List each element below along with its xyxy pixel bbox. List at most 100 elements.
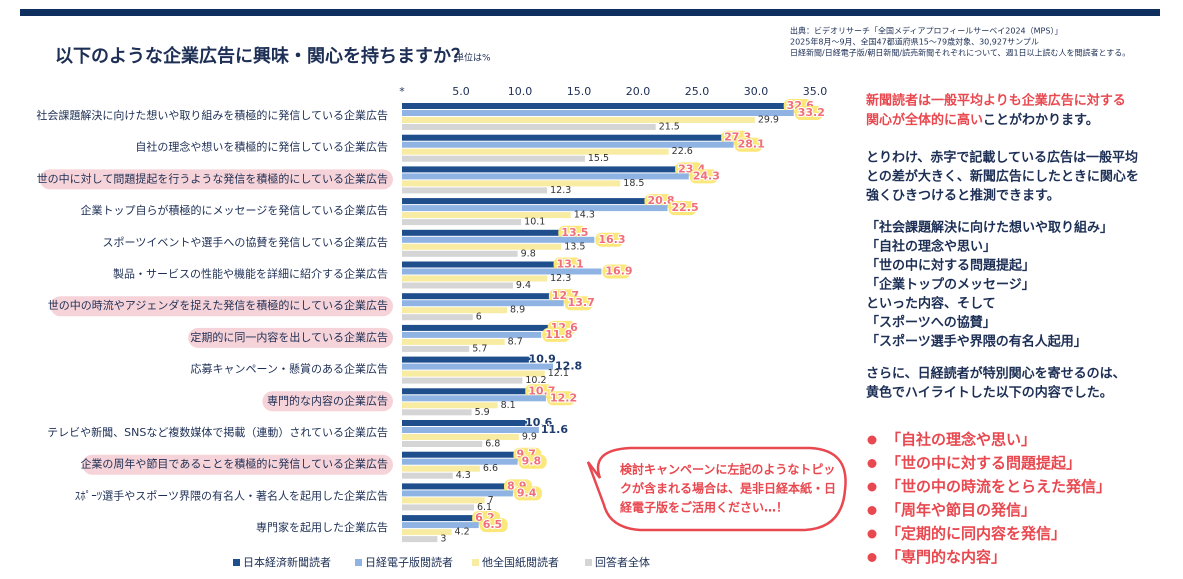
panel-quote: 「企業トップのメッセージ」 xyxy=(866,277,1035,293)
bar xyxy=(402,117,755,123)
x-tick-label: 30.0 xyxy=(744,85,769,98)
category-label: 製品・サービスの性能や機能を詳細に紹介する企業広告 xyxy=(113,267,388,281)
value-label-bg xyxy=(734,137,763,152)
panel-bullet: 「周年や節目の発信」 xyxy=(886,501,1036,519)
category-label: 応募キャンペーン・懸賞のある企業広告 xyxy=(191,362,388,376)
bar xyxy=(402,345,470,352)
panel-text: 強くひきつけると推測できます。 xyxy=(866,188,1060,204)
value-label-bg xyxy=(513,486,542,501)
bar xyxy=(402,282,513,289)
legend-label: 回答者全体 xyxy=(595,555,650,569)
legend-label: 日本経済新聞読者 xyxy=(243,555,331,569)
bar xyxy=(402,420,528,426)
panel-quote: 「社会課題解決に向けた想いや取り組み」 xyxy=(866,220,1113,236)
value-label: 14.3 xyxy=(574,210,595,221)
bar xyxy=(402,124,656,130)
value-label: 6.6 xyxy=(483,463,498,474)
callout-text: 検討キャンペーンに左記のようなトピッ xyxy=(620,462,835,477)
category-label: 企業の周年や節目であることを積極的に発信している企業広告 xyxy=(80,457,388,471)
value-label: 29.9 xyxy=(758,115,779,126)
bar xyxy=(402,451,517,458)
bar xyxy=(402,180,621,187)
category-highlight xyxy=(188,327,393,348)
panel-lead: 新聞読者は一般平均よりも企業広告に対する xyxy=(866,93,1126,109)
panel-bullet: 「定期的に同内容を発信」 xyxy=(886,525,1066,543)
bar xyxy=(402,212,571,219)
value-label: 13.7 xyxy=(568,296,595,309)
value-label: 9.4 xyxy=(516,280,531,291)
bar xyxy=(402,219,522,226)
value-label: 12.2 xyxy=(550,391,577,404)
category-highlight xyxy=(50,296,394,317)
value-label: 6.5 xyxy=(483,518,503,531)
bar xyxy=(402,110,794,116)
value-label-bg xyxy=(644,194,673,209)
source: 2025年8月～9月、全国47都道府県15～79歳対象、30,927サンプル xyxy=(790,37,1039,47)
category-label: 社会課題解決に向けた想いや取り組みを積極的に発信している企業広告 xyxy=(36,108,388,122)
category-label: スポーツイベントや選手への協賛を発信している企業広告 xyxy=(103,235,388,249)
callout-text: 経電子版をご活用ください…！ xyxy=(620,500,788,515)
value-label: 5.7 xyxy=(472,343,487,354)
source: 出典：ビデオリサーチ「全国メディアプロフィールサーベイ2024（MPS）」 xyxy=(790,26,1062,36)
bar xyxy=(402,529,452,536)
value-label: 16.3 xyxy=(598,233,625,246)
bar xyxy=(402,522,479,529)
panel-bullet: 「自社の理念や思い」 xyxy=(886,431,1036,449)
bar xyxy=(402,356,531,363)
value-label: 12.8 xyxy=(555,360,582,373)
value-label: 13.5 xyxy=(561,226,588,239)
source: 日経新聞/日経電子版/朝日新聞/読売新聞それぞれについて、週1日以上読む人を閲読… xyxy=(790,48,1130,58)
top-bar xyxy=(20,9,1160,16)
value-label: 10.2 xyxy=(525,375,546,386)
legend-label: 他全国紙閲読者 xyxy=(482,555,559,569)
bar xyxy=(402,261,557,268)
bar xyxy=(402,497,485,504)
x-tick-label: * xyxy=(399,85,405,98)
panel-quote: 「世の中に対する問題提起」 xyxy=(866,258,1035,274)
bar xyxy=(402,187,548,194)
bar xyxy=(402,465,480,472)
bar xyxy=(402,307,508,314)
bar xyxy=(402,458,518,465)
bar xyxy=(402,243,562,250)
bar xyxy=(402,229,562,236)
category-highlight xyxy=(262,391,393,412)
value-label: 7 xyxy=(488,495,494,506)
panel-text: とりわけ、赤字で記載している広告は一般平均 xyxy=(866,150,1138,166)
value-label: 13.5 xyxy=(564,241,585,252)
value-label: 6.8 xyxy=(485,439,500,450)
value-label: 4.2 xyxy=(455,527,470,538)
category-label: 世の中に対して問題提起を行うような発信を積極的にしている企業広告 xyxy=(37,171,388,185)
category-label: 定期的に同一内容を出している企業広告 xyxy=(190,330,388,344)
value-label: 12.3 xyxy=(550,273,571,284)
legend-swatch xyxy=(355,559,362,566)
bar xyxy=(402,377,523,384)
bar xyxy=(402,324,551,331)
value-label: 11.6 xyxy=(541,423,568,436)
callout-text: クが含まれる場合は、是非日経本紙・日 xyxy=(620,481,836,496)
value-label-bg xyxy=(553,257,582,272)
bar xyxy=(402,434,519,440)
value-label: 8.7 xyxy=(508,336,523,347)
value-label: 9.9 xyxy=(522,432,537,443)
bar xyxy=(402,402,498,409)
value-label-bg xyxy=(525,384,554,399)
x-tick-label: 5.0 xyxy=(452,85,470,98)
value-label: 6 xyxy=(476,312,482,323)
bar xyxy=(402,490,513,497)
value-label: 28.1 xyxy=(738,138,765,151)
legend-swatch xyxy=(472,559,479,566)
value-label: 12.1 xyxy=(548,368,569,379)
bar xyxy=(402,155,585,162)
value-label: 10.9 xyxy=(529,353,556,366)
bar xyxy=(402,363,554,370)
value-label: 16.9 xyxy=(605,265,632,278)
bar xyxy=(402,338,505,345)
value-label: 12.3 xyxy=(550,185,571,196)
panel-quote: 「スポーツへの協賛」 xyxy=(866,315,996,331)
x-tick-label: 10.0 xyxy=(508,85,533,98)
bar xyxy=(402,166,679,173)
bar xyxy=(402,236,595,243)
bar xyxy=(402,250,518,257)
